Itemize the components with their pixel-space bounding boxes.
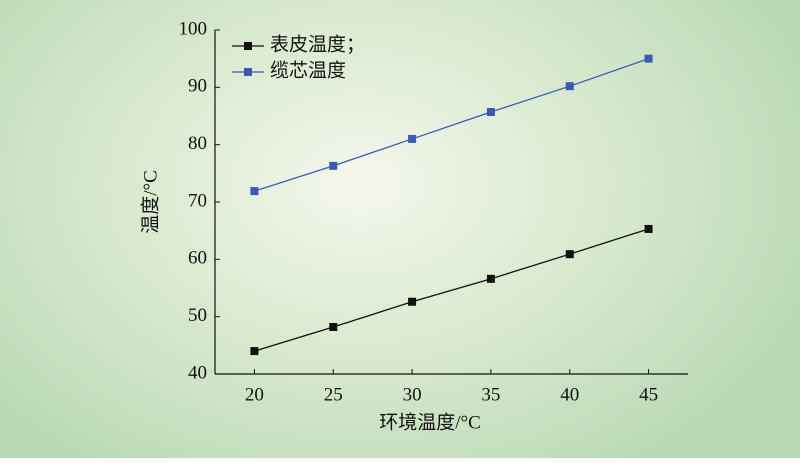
- x-tick-label: 45: [639, 384, 658, 405]
- legend-marker: [244, 68, 252, 76]
- data-point: [329, 322, 338, 331]
- legend-marker: [244, 42, 252, 50]
- data-point: [329, 161, 338, 170]
- x-axis-title: 环境温度/°C: [379, 411, 481, 433]
- y-tick-label: 80: [188, 133, 207, 154]
- data-point: [486, 107, 495, 116]
- series-line: [254, 228, 649, 352]
- data-point: [486, 274, 495, 283]
- data-point: [250, 187, 259, 196]
- data-point: [408, 134, 417, 143]
- data-point: [644, 224, 653, 233]
- x-tick-label: 25: [324, 384, 343, 405]
- x-tick-label: 30: [403, 384, 422, 405]
- legend-label: 表皮温度；: [270, 33, 365, 55]
- legend-label: 缆芯温度: [270, 59, 346, 81]
- data-point: [565, 250, 574, 259]
- series-line: [254, 58, 649, 192]
- y-tick-label: 70: [188, 190, 207, 211]
- x-tick-label: 35: [481, 384, 500, 405]
- y-tick-label: 60: [188, 248, 207, 269]
- data-point: [565, 82, 574, 91]
- x-tick-label: 20: [245, 384, 264, 405]
- x-tick-label: 40: [560, 384, 579, 405]
- y-tick-label: 100: [179, 18, 208, 39]
- data-point: [408, 297, 417, 306]
- y-tick-label: 40: [188, 362, 207, 383]
- y-axis-title: 温度/°C: [139, 170, 161, 234]
- y-tick-label: 50: [188, 305, 207, 326]
- data-point: [250, 347, 259, 356]
- y-tick-label: 90: [188, 76, 207, 97]
- data-point: [644, 54, 653, 63]
